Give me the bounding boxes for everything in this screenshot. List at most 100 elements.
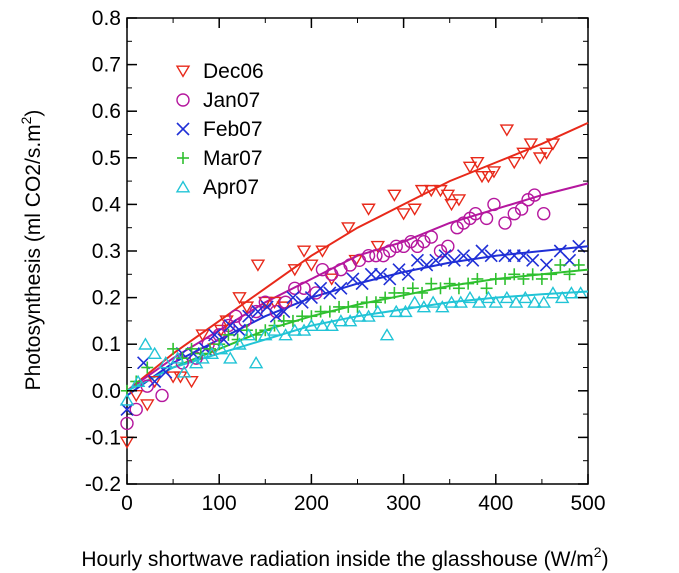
y-tick-label: -0.1 (85, 426, 121, 449)
x-stroke (401, 267, 415, 281)
data-point (532, 152, 548, 165)
data-point (351, 300, 364, 313)
series-jan07 (120, 188, 551, 431)
x-stroke (208, 328, 222, 342)
data-point (185, 342, 198, 355)
data-point (304, 318, 319, 332)
data-point (148, 374, 162, 389)
data-point (471, 272, 484, 285)
x-tick-label: 0 (121, 492, 133, 515)
data-point (488, 295, 504, 308)
x-stroke (334, 281, 348, 295)
series-apr07 (119, 286, 588, 406)
x-stroke (498, 249, 512, 263)
data-point (334, 281, 348, 295)
data-point (545, 286, 561, 299)
data-point (487, 197, 501, 212)
data-point (424, 230, 438, 244)
data-point (158, 356, 173, 369)
legend-label: Feb07 (203, 118, 263, 141)
data-point (269, 304, 284, 319)
data-point (295, 295, 309, 309)
data-point (499, 124, 515, 137)
data-point (425, 277, 438, 290)
data-point (396, 208, 411, 221)
data-point (545, 138, 561, 151)
data-point (468, 207, 483, 221)
data-point (401, 267, 415, 281)
x-stroke (346, 272, 360, 286)
y-axis: -0.2 -0.1 0.0 0.1 0.2 0.3 0.4 0.5 0.6 0.7 0.8 (85, 7, 588, 496)
data-point (545, 268, 558, 281)
legend-label: Jan07 (203, 89, 260, 112)
data-point (323, 305, 336, 318)
y-tick-label: 0.6 (92, 100, 121, 123)
data-point (480, 282, 493, 295)
data-point (373, 267, 388, 281)
data-point (564, 286, 579, 299)
data-point (222, 328, 235, 341)
data-point (232, 292, 247, 305)
data-point (536, 295, 551, 308)
data-point (147, 346, 162, 360)
data-point (443, 277, 456, 290)
data-point (499, 290, 515, 304)
data-point (410, 253, 424, 267)
data-point (130, 375, 143, 388)
data-point (397, 286, 410, 299)
data-point (309, 286, 323, 300)
data-point (369, 296, 382, 309)
data-point (429, 253, 443, 267)
data-point (194, 347, 207, 360)
data-point (387, 189, 402, 202)
data-point (379, 291, 392, 304)
data-point (507, 156, 522, 170)
data-point (278, 295, 293, 309)
data-point (167, 342, 180, 355)
x-stroke (242, 309, 256, 323)
data-point (444, 198, 459, 212)
x-stroke (475, 244, 489, 258)
data-point (572, 258, 585, 271)
data-point (417, 234, 431, 249)
y-tick-label: 0.4 (92, 193, 122, 216)
data-point (286, 291, 300, 305)
data-point (296, 245, 312, 258)
data-point (195, 329, 210, 342)
data-point (343, 258, 357, 272)
data-point (120, 416, 134, 431)
x-stroke (429, 253, 443, 267)
data-point (462, 290, 478, 304)
x-stroke (223, 318, 237, 333)
data-point (444, 295, 459, 308)
x-stroke (539, 258, 554, 272)
y-axis-title: Photosynthesis (ml CO2/s.m2) (18, 110, 45, 391)
data-point (138, 337, 153, 350)
data-point (451, 194, 467, 207)
data-point (369, 248, 383, 263)
x-stroke (392, 263, 406, 277)
data-point (170, 351, 185, 364)
data-point (213, 342, 229, 355)
data-point (462, 161, 478, 174)
data-point (508, 268, 521, 281)
x-stroke (364, 267, 378, 281)
data-point (286, 314, 299, 327)
data-point (554, 258, 567, 271)
data-point (267, 323, 282, 336)
legend-label: Apr07 (203, 176, 259, 199)
data-point (537, 207, 551, 221)
data-point (203, 342, 216, 355)
data-point (389, 239, 403, 254)
x-stroke (176, 122, 190, 136)
legend-item-mar07: Mar07 (177, 147, 263, 170)
x-stroke (295, 295, 309, 309)
data-point (438, 249, 452, 263)
data-point (333, 314, 349, 327)
data-point (526, 268, 539, 281)
x-stroke (516, 249, 531, 263)
data-point (563, 268, 576, 281)
legend: Dec06 Jan07 Feb07 Mar07 Apr07 (175, 60, 264, 199)
x-axis-title: Hourly shortwave radiation inside the gl… (81, 544, 608, 571)
data-point (481, 170, 496, 184)
